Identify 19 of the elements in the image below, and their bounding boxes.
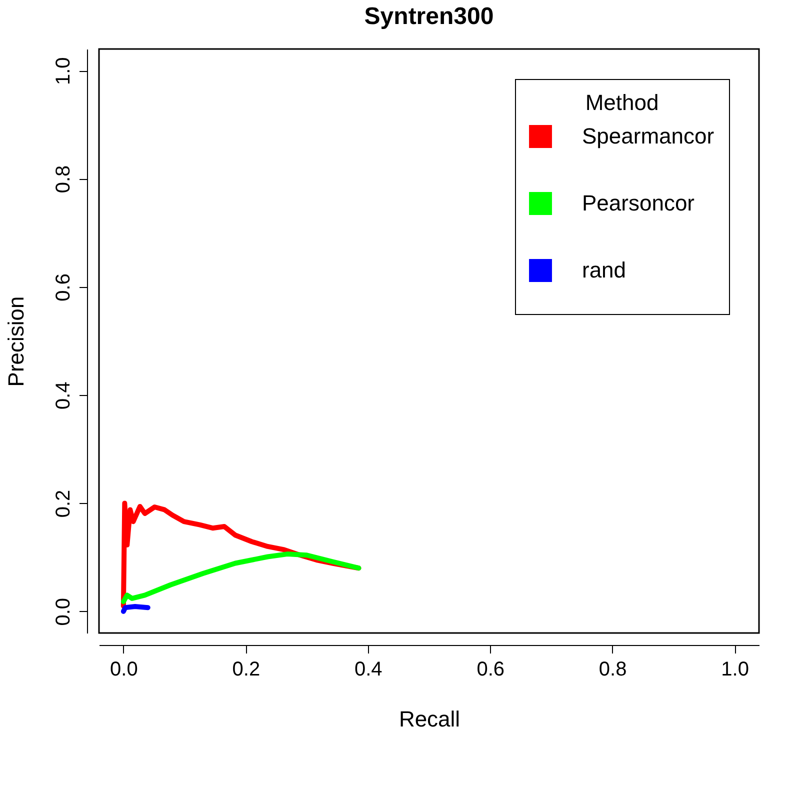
- y-tick-label: 0.0: [52, 598, 74, 626]
- x-tick-label: 0.8: [598, 658, 627, 680]
- x-axis-title: Recall: [398, 706, 460, 732]
- x-tick-label: 1.0: [721, 658, 749, 680]
- legend-label: rand: [582, 258, 626, 282]
- y-tick-label: 0.6: [52, 274, 74, 302]
- y-tick-label: 0.8: [52, 165, 74, 194]
- x-tick-label: 0.0: [110, 658, 138, 680]
- legend-title: Method: [585, 90, 659, 115]
- x-tick-label: 0.4: [354, 658, 382, 680]
- y-tick-label: 1.0: [52, 57, 74, 86]
- chart-title: Syntren300: [364, 3, 494, 30]
- x-tick-label: 0.6: [476, 658, 505, 680]
- y-axis-title: Precision: [4, 296, 28, 387]
- y-tick-label: 0.2: [52, 490, 74, 518]
- legend-label: Pearsoncor: [582, 190, 695, 216]
- x-tick-label: 0.2: [232, 658, 260, 680]
- legend-label: Spearmancor: [582, 124, 714, 148]
- y-tick-label: 0.4: [52, 382, 74, 410]
